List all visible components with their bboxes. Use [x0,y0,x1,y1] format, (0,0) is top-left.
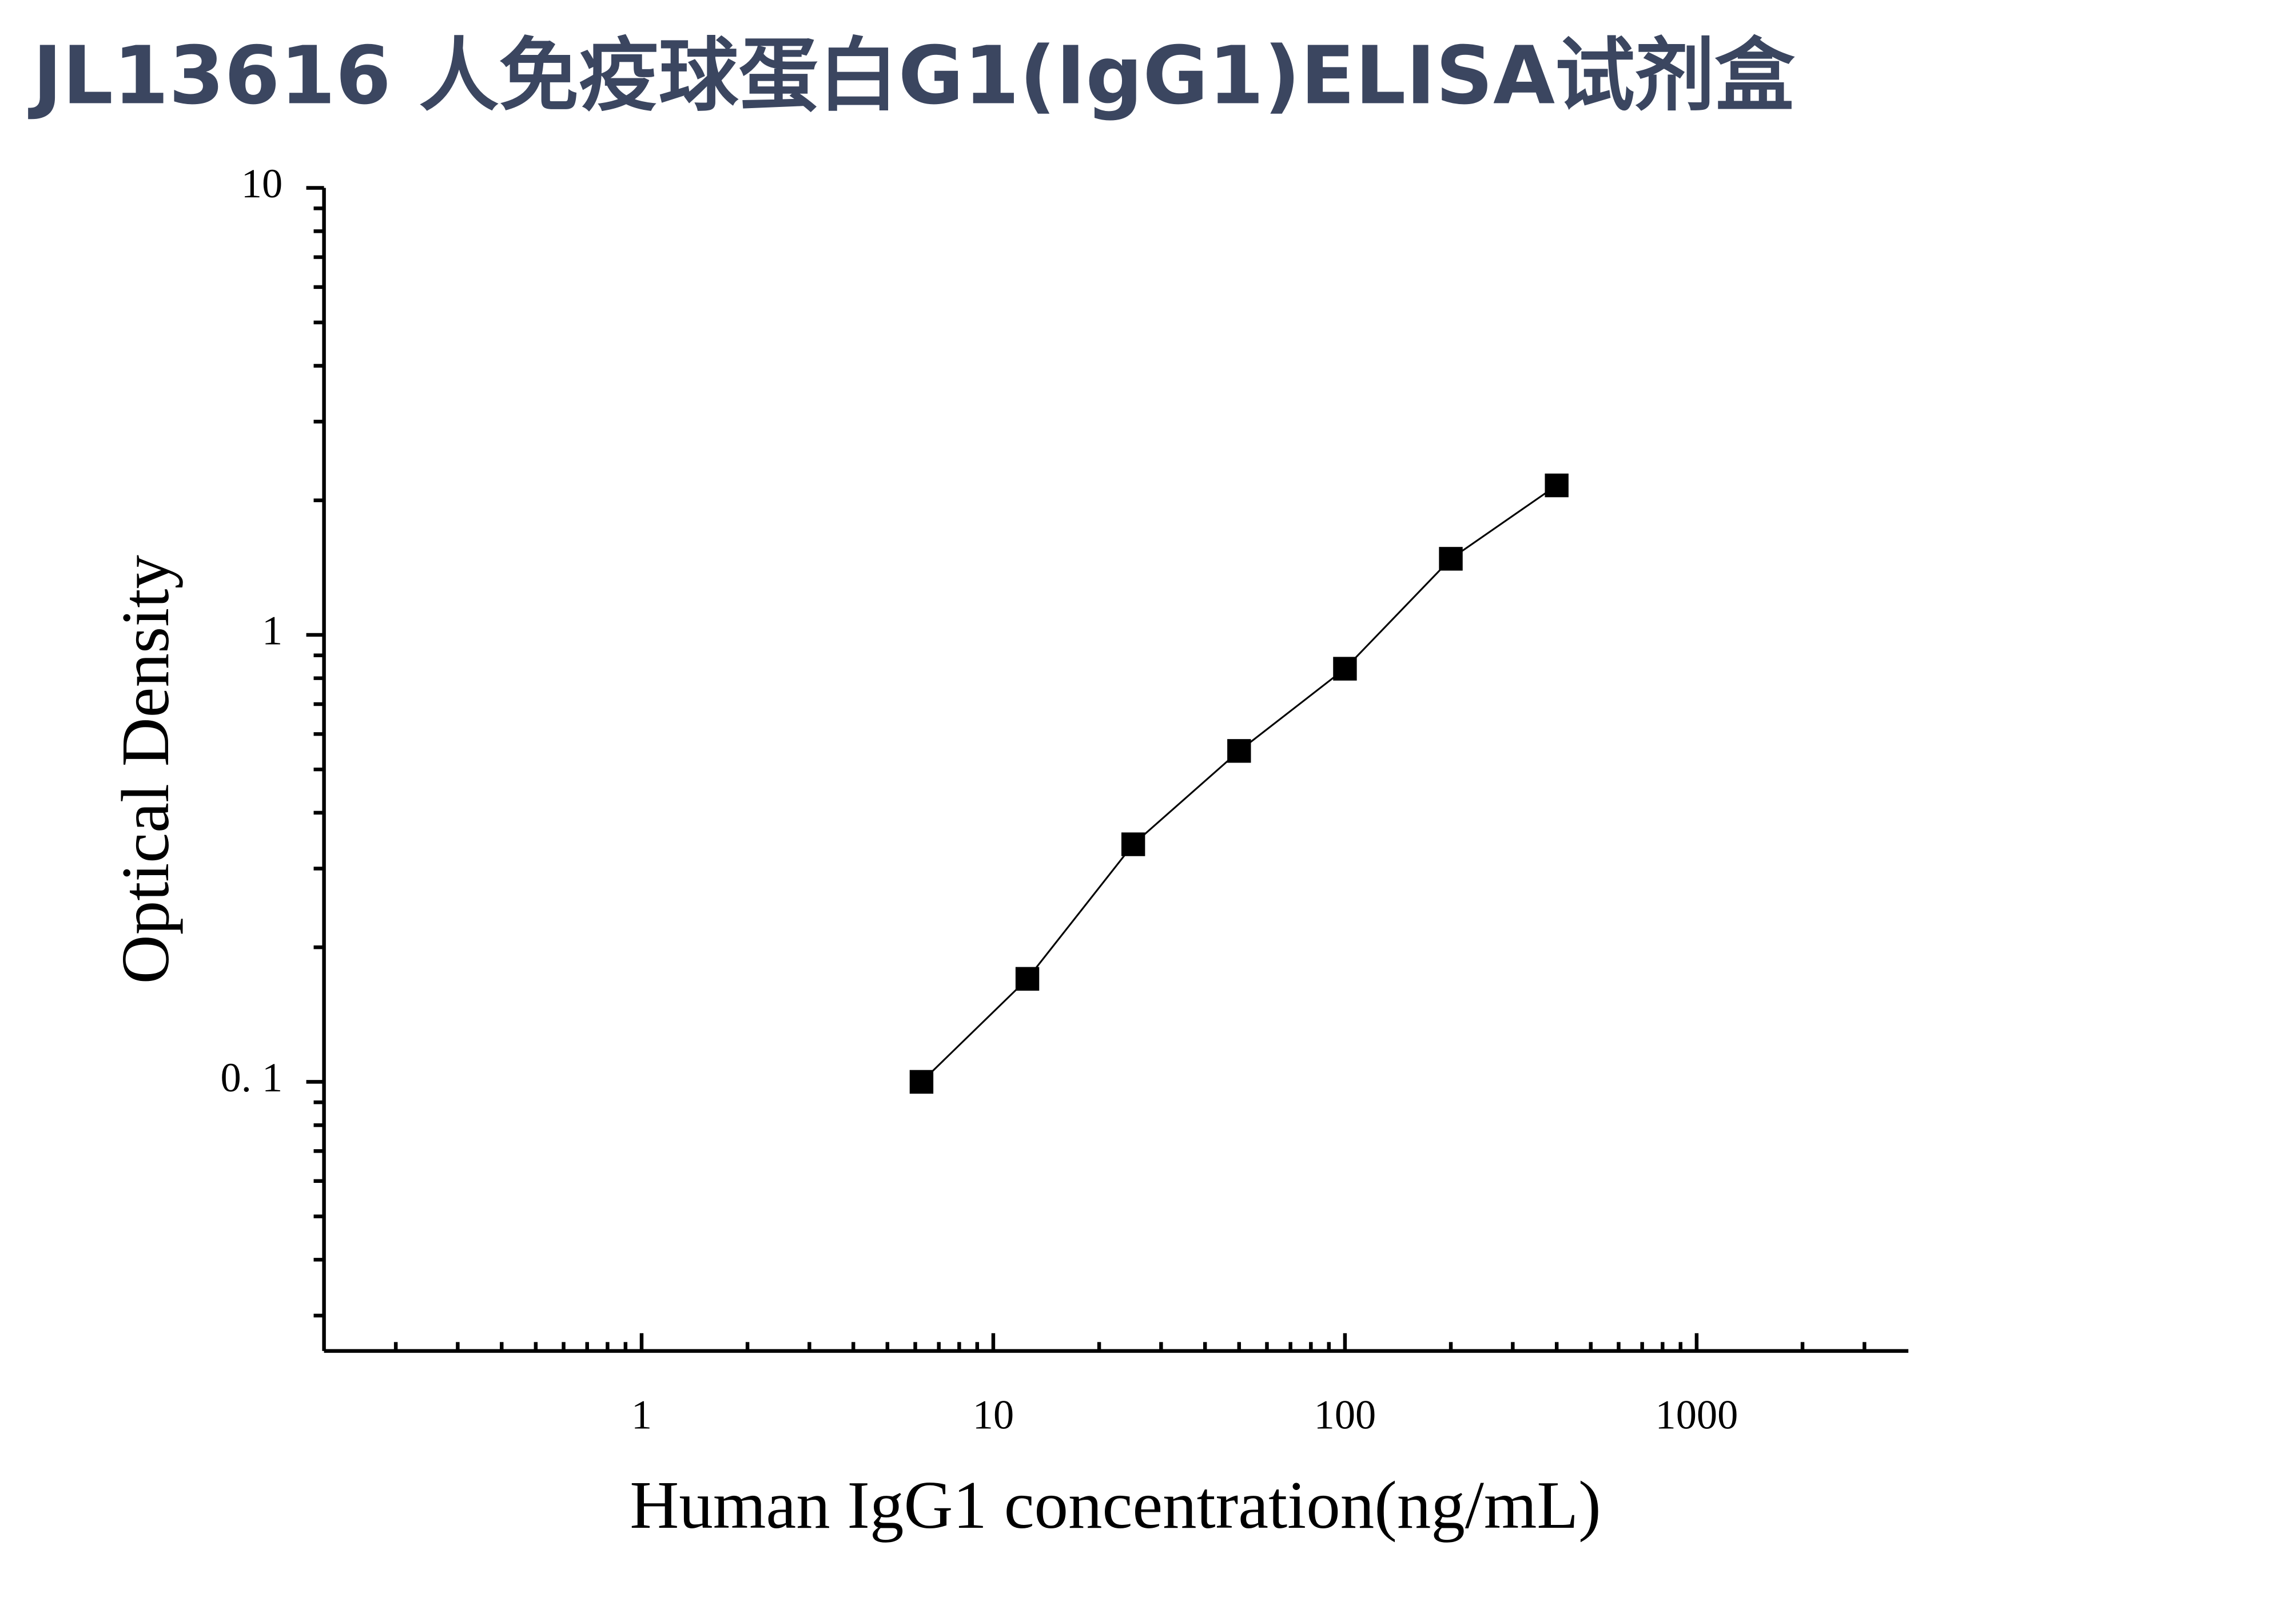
y-tick-label: 0. 1 [221,1054,283,1101]
data-point [909,1070,934,1094]
data-point [1227,739,1251,763]
data-point [1121,832,1145,856]
x-tick-label: 100 [1314,1391,1376,1437]
x-tick-label: 1 [631,1391,652,1437]
y-tick-label: 10 [241,160,282,206]
data-point [1333,657,1357,681]
x-tick-label: 10 [973,1391,1014,1437]
data-point [1545,473,1569,498]
data-point [1015,967,1040,991]
y-axis-label: Optical Density [108,555,183,984]
chart-title: JL13616 人免疫球蛋白G1(IgG1)ELISA试剂盒 [28,29,1796,122]
x-tick-label: 1000 [1655,1391,1738,1437]
fit-line [921,484,1558,1083]
y-tick-label: 1 [262,607,282,654]
x-axis-label: Human IgG1 concentration(ng/mL) [630,1467,1601,1543]
data-point [1439,547,1463,571]
